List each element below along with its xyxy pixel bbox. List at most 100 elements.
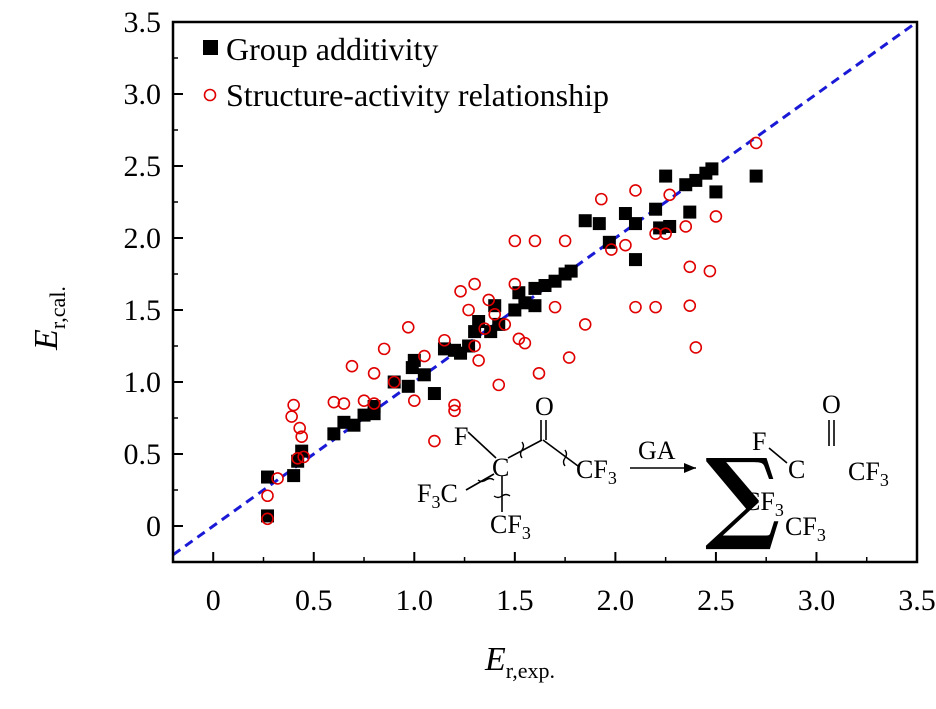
- x-tick-label: 1.0: [396, 584, 434, 617]
- y-tick-label: 1.0: [124, 366, 162, 399]
- data-point-sar: [287, 398, 300, 412]
- legend: Group additivity Structure-activity rela…: [203, 31, 609, 113]
- data-point-sar: [649, 227, 662, 240]
- y-tick-label: 0: [146, 510, 161, 543]
- data-point-sar: [532, 367, 546, 380]
- data-point-sar: [271, 472, 284, 485]
- data-point-group-additivity: [618, 207, 632, 221]
- data-point-sar: [418, 349, 431, 363]
- bond-c-f3c: [465, 473, 495, 491]
- data-point-group-additivity: [287, 469, 301, 483]
- legend-label-group-additivity: Group additivity: [226, 31, 438, 67]
- data-point-sar: [401, 320, 415, 334]
- data-point-sar: [367, 397, 381, 410]
- plot-area: [172, 20, 918, 557]
- data-point-group-additivity: [261, 470, 275, 484]
- data-point-sar: [448, 398, 461, 412]
- data-point-sar: [689, 341, 703, 354]
- data-point-sar: [492, 378, 506, 392]
- molecule-inset: O F C CF3 F3C CF3 GA ∑ O F C CF3 CF3 CF3: [417, 390, 889, 554]
- data-point-sar: [629, 184, 642, 197]
- data-point-sar: [291, 452, 304, 465]
- data-point-group-additivity: [653, 221, 667, 235]
- data-point-group-additivity: [628, 253, 642, 267]
- data-point-sar: [472, 354, 485, 367]
- y-tick-label: 2.5: [124, 150, 162, 183]
- data-point-sar: [454, 284, 467, 298]
- data-point-group-additivity: [689, 173, 703, 187]
- data-point-sar: [407, 394, 421, 408]
- summation-symbol: ∑: [705, 436, 780, 554]
- group-cf3-right-1: CF3: [848, 457, 889, 490]
- data-point-sar: [448, 404, 461, 418]
- data-point-sar: [508, 234, 522, 248]
- data-point-sar: [619, 238, 632, 252]
- atom-f: F: [454, 422, 468, 451]
- data-point-sar: [508, 277, 522, 291]
- data-point-group-additivity: [564, 264, 578, 278]
- data-point-group-additivity: [683, 205, 697, 219]
- y-axis-title: Er,cal.: [28, 286, 70, 351]
- data-point-sar: [649, 300, 662, 314]
- data-point-sar: [468, 339, 481, 353]
- data-point-sar: [683, 260, 697, 274]
- data-point-group-additivity: [327, 427, 341, 441]
- data-point-group-additivity: [468, 325, 482, 339]
- data-point-sar: [629, 300, 642, 314]
- data-point-group-additivity: [367, 399, 381, 413]
- y-tick-label: 2.0: [124, 222, 162, 255]
- data-point-sar: [679, 220, 693, 233]
- group-cf3-right: CF3: [576, 455, 617, 488]
- data-point-group-additivity: [518, 296, 532, 310]
- data-point-group-additivity: [417, 368, 431, 382]
- data-point-sar: [528, 234, 542, 248]
- data-point-group-additivity: [705, 162, 719, 176]
- data-point-sar: [285, 410, 298, 423]
- data-point-group-additivity: [538, 279, 552, 293]
- data-point-group-additivity: [649, 202, 663, 216]
- data-point-group-additivity: [472, 315, 486, 329]
- data-point-sar: [438, 333, 451, 347]
- y-tick-label: 3.0: [124, 78, 162, 111]
- group-cf3-right-3: CF3: [785, 512, 826, 545]
- data-point-sar: [295, 430, 308, 444]
- data-point-sar: [462, 303, 475, 317]
- data-point-sar: [518, 336, 532, 350]
- x-tick-label: 0: [206, 584, 221, 617]
- x-tick-label: 3.5: [898, 584, 936, 617]
- data-point-group-additivity: [387, 375, 401, 389]
- data-point-sar: [558, 234, 572, 248]
- atom-c-central: C: [492, 453, 509, 482]
- data-point-sar: [428, 434, 441, 448]
- y-tick-label: 0.5: [124, 438, 162, 471]
- group-cf3-right-2: CF3: [743, 487, 784, 520]
- axes: 0 0 0.5 0.5 1.0 1.0 1.5 1.5 2.0 2.0 2.5 2.5 3.0 3.0 3.…: [124, 6, 936, 617]
- bond-c-cf3: [542, 439, 579, 467]
- data-point-group-additivity: [357, 408, 371, 422]
- atom-c-right: C: [788, 455, 805, 484]
- bond-f-c-right: [768, 447, 788, 464]
- data-point-sar: [663, 188, 676, 202]
- data-point-group-additivity: [508, 303, 522, 317]
- reaction-arrow-head: [684, 463, 696, 473]
- data-point-group-additivity: [427, 387, 441, 401]
- legend-marker-sar: [203, 88, 217, 102]
- data-point-group-additivity: [337, 415, 351, 429]
- group-cf3-bottom: CF3: [490, 510, 531, 543]
- bond-f-c: [467, 431, 497, 459]
- data-point-sar: [498, 318, 512, 331]
- cleavage-mark: [477, 477, 495, 483]
- data-point-group-additivity: [578, 214, 592, 228]
- data-point-sar: [377, 342, 391, 356]
- atom-o-right: O: [822, 390, 841, 419]
- plot-frame: [171, 20, 919, 564]
- data-point-sar: [703, 264, 717, 278]
- data-point-sar: [337, 397, 351, 410]
- arrow-label-ga: GA: [638, 436, 676, 465]
- y-tick-label: 3.5: [124, 6, 162, 39]
- data-point-sar: [749, 136, 763, 150]
- cleavage-mark: [493, 493, 511, 499]
- y-tick-label: 1.5: [124, 294, 162, 327]
- data-point-sar: [293, 421, 306, 435]
- data-point-sar: [482, 293, 495, 307]
